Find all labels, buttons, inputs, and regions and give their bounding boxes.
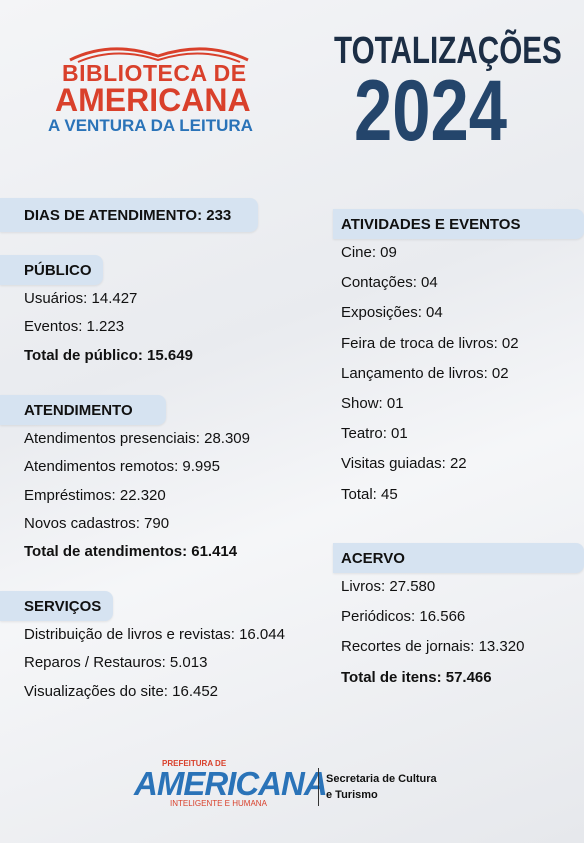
- book-icon: [69, 47, 249, 63]
- item: Empréstimos: 22.320: [24, 486, 166, 504]
- item: Periódicos: 16.566: [341, 608, 466, 626]
- item: Reparos / Restauros: 5.013: [24, 654, 208, 672]
- title: TOTALIZAÇÕES: [334, 30, 562, 72]
- logo-tagline: A VENTURA DA LEITURA: [48, 116, 253, 135]
- days-bar: DIAS DE ATENDIMENTO: 233: [0, 198, 258, 232]
- days-text: DIAS DE ATENDIMENTO: 233: [24, 207, 232, 224]
- item: Visualizações do site: 16.452: [24, 682, 219, 700]
- item: Show: 01: [341, 395, 404, 412]
- item: Usuários: 14.427: [24, 290, 138, 307]
- city-logo: AMERICANA: [134, 765, 328, 802]
- item: Visitas guiadas: 22: [341, 455, 467, 473]
- section-title: ACERVO: [341, 550, 405, 567]
- item: Cine: 09: [341, 244, 397, 261]
- slogan: INTELIGENTE E HUMANA: [170, 799, 267, 808]
- section-title: PÚBLICO: [24, 262, 92, 279]
- item: Atendimentos presenciais: 28.309: [24, 430, 250, 447]
- item: Livros: 27.580: [341, 578, 436, 595]
- total: Total de itens: 57.466: [341, 668, 492, 686]
- total: Total de público: 15.649: [24, 346, 193, 364]
- secretaria-2: e Turismo: [326, 789, 378, 801]
- section-title: ATENDIMENTO: [24, 402, 133, 419]
- item: Recortes de jornais: 13.320: [341, 638, 525, 656]
- item: Novos cadastros: 790: [24, 514, 170, 532]
- section-header: PÚBLICO: [0, 255, 103, 285]
- item: Exposições: 04: [341, 304, 443, 322]
- prefeitura: PREFEITURA DE: [162, 759, 227, 768]
- item: Lançamento de livros: 02: [341, 364, 509, 382]
- logo-line2: AMERICANA: [55, 82, 251, 118]
- item: Teatro: 01: [341, 425, 408, 443]
- secretaria-1: Secretaria de Cultura: [326, 773, 437, 785]
- section-header: ACERVO: [333, 543, 584, 573]
- logo-line1: BIBLIOTECA DE: [62, 60, 247, 86]
- item: Feira de troca de livros: 02: [341, 334, 519, 352]
- section-title: SERVIÇOS: [24, 598, 102, 615]
- section-header: ATENDIMENTO: [0, 395, 166, 425]
- divider: [318, 768, 319, 806]
- section-header: ATIVIDADES E EVENTOS: [333, 209, 584, 239]
- item: Total: 45: [341, 485, 398, 503]
- section-header: SERVIÇOS: [0, 591, 113, 621]
- item: Eventos: 1.223: [24, 318, 125, 336]
- item: Contações: 04: [341, 274, 438, 292]
- section-title: ATIVIDADES E EVENTOS: [341, 216, 521, 233]
- item: Atendimentos remotos: 9.995: [24, 458, 220, 476]
- item: Distribuição de livros e revistas: 16.04…: [24, 626, 285, 643]
- total: Total de atendimentos: 61.414: [24, 543, 238, 561]
- year: 2024: [354, 63, 508, 159]
